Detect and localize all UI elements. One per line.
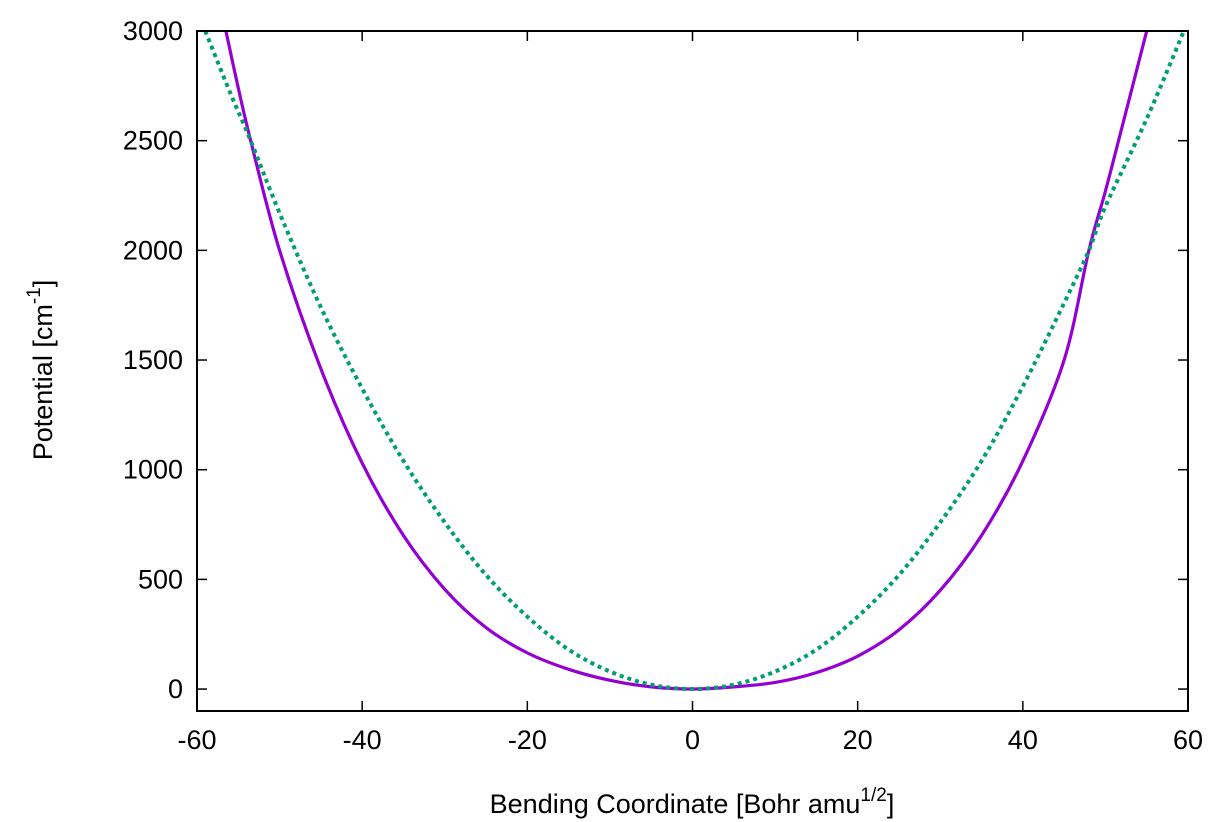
x-tick-label: 40 bbox=[1008, 725, 1038, 755]
x-axis-label-main: Bending Coordinate [Bohr amu bbox=[490, 789, 861, 819]
x-tick-label: -40 bbox=[343, 725, 382, 755]
y-tick-label: 500 bbox=[138, 564, 183, 594]
y-tick-label: 3000 bbox=[123, 16, 183, 46]
series-layer bbox=[203, 30, 1186, 692]
y-axis-label-end: ] bbox=[28, 280, 58, 288]
x-axis-label: Bending Coordinate [Bohr amu1/2] bbox=[490, 785, 895, 819]
y-tick-label: 0 bbox=[168, 674, 183, 704]
x-tick-label: -20 bbox=[508, 725, 547, 755]
x-tick-label: -60 bbox=[177, 725, 216, 755]
y-tick-label: 2500 bbox=[123, 126, 183, 156]
plot-area: -60 -40 -20 0 20 40 60 0 500 1000 1500 2000 2500 300… bbox=[123, 16, 1203, 755]
x-axis-ticks: -60 -40 -20 0 20 40 60 bbox=[177, 31, 1203, 755]
x-axis-label-sup: 1/2 bbox=[860, 785, 886, 806]
y-tick-label: 2000 bbox=[123, 235, 183, 265]
y-tick-label: 1000 bbox=[123, 455, 183, 485]
series-line-2 bbox=[203, 30, 1186, 692]
x-tick-label: 60 bbox=[1173, 725, 1203, 755]
y-axis-label-main: Potential [cm bbox=[28, 304, 58, 460]
y-tick-label: 1500 bbox=[123, 345, 183, 375]
series-line-1 bbox=[224, 30, 1149, 691]
plot-frame bbox=[196, 30, 1189, 712]
x-axis-label-end: ] bbox=[887, 789, 895, 819]
x-tick-label: 0 bbox=[685, 725, 700, 755]
y-axis-ticks: 0 500 1000 1500 2000 2500 3000 bbox=[123, 16, 1188, 704]
x-tick-label: 20 bbox=[843, 725, 873, 755]
y-axis-label-sup: -1 bbox=[24, 287, 45, 304]
y-axis-label: Potential [cm-1] bbox=[24, 280, 58, 461]
